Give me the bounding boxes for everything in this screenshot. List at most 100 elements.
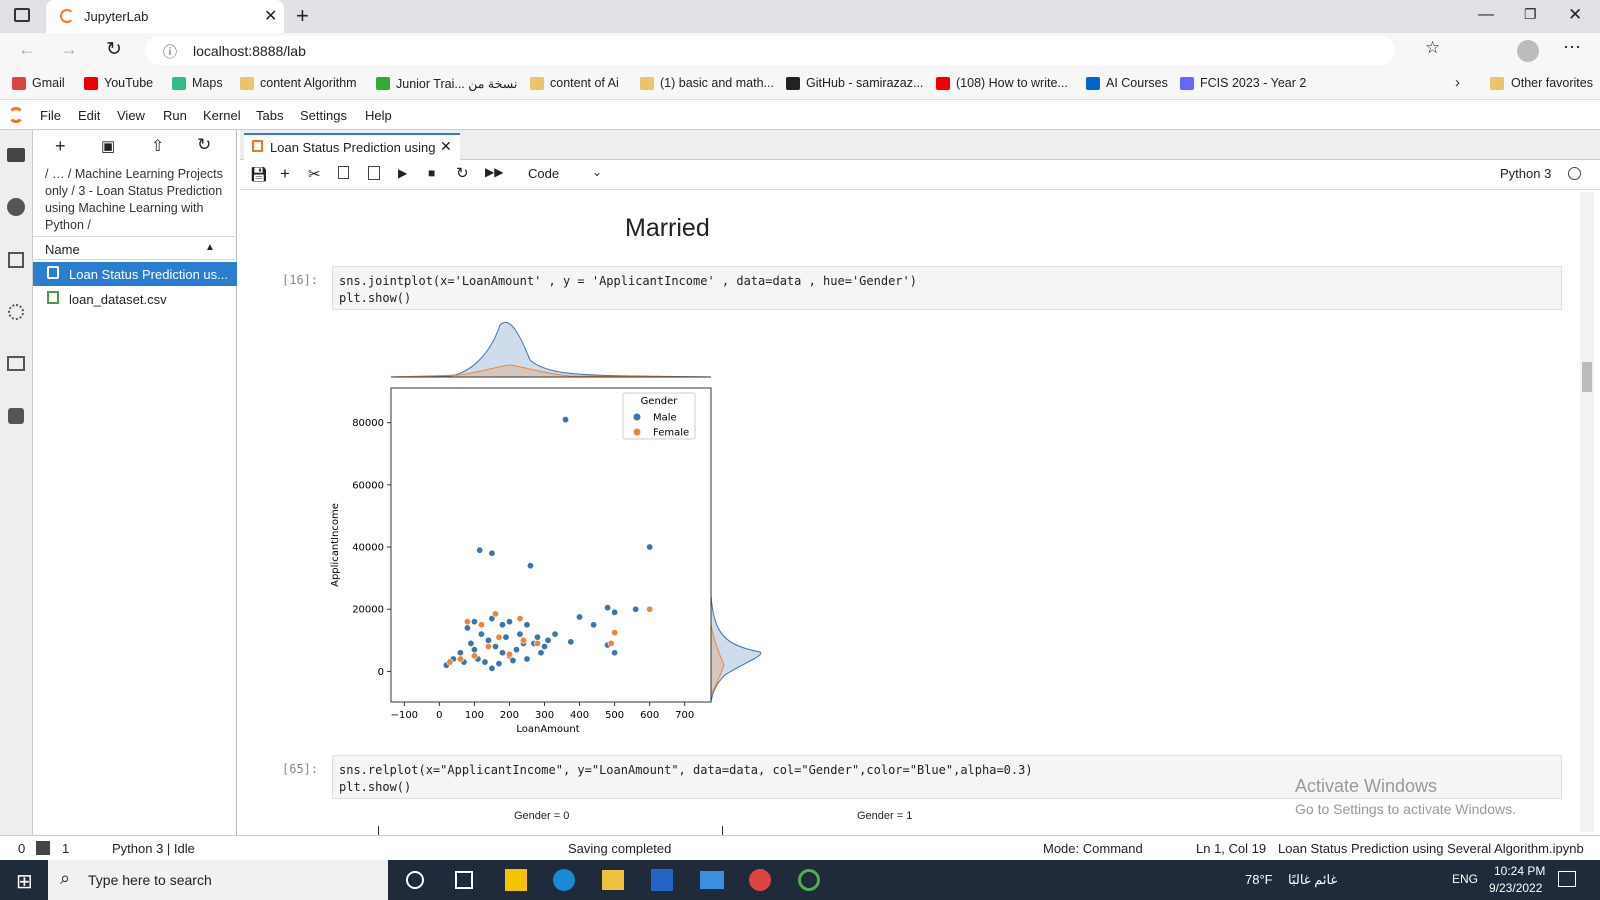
app-icon[interactable] — [602, 870, 624, 890]
bookmark[interactable]: content of Ai — [550, 76, 619, 90]
bookmark[interactable]: (108) How to write... — [956, 76, 1068, 90]
running-icon[interactable] — [7, 198, 25, 216]
restart-run-all[interactable]: ▶▶ — [485, 165, 504, 179]
search-placeholder: Type here to search — [88, 872, 212, 888]
restore[interactable]: ❐ — [1524, 6, 1537, 22]
reload[interactable]: ↻ — [106, 39, 122, 60]
bookmark[interactable]: content Algorithm — [260, 76, 357, 90]
kde-curve — [390, 322, 712, 378]
app-icon[interactable] — [798, 869, 820, 891]
cut[interactable]: ✂ — [308, 166, 321, 183]
menu-item[interactable]: Run — [163, 108, 187, 123]
refresh[interactable]: ↻ — [197, 135, 212, 154]
favorites[interactable]: ☆ — [1425, 38, 1441, 57]
kde-curve — [710, 594, 762, 703]
menu-item[interactable]: View — [117, 108, 145, 123]
files-icon[interactable] — [7, 148, 25, 162]
tab-close[interactable]: ✕ — [264, 8, 278, 25]
bookmark[interactable]: AI Courses — [1106, 76, 1168, 90]
bookmark[interactable]: Junior Trai... نسخة من — [396, 77, 518, 91]
bookmark-icon — [786, 77, 800, 90]
menu-item[interactable]: Tabs — [256, 108, 284, 123]
interrupt[interactable]: ■ — [428, 166, 436, 180]
app-icon[interactable] — [700, 871, 724, 889]
file-row-selected[interactable]: Loan Status Prediction us... — [33, 262, 237, 286]
tabs-icon[interactable] — [7, 356, 25, 371]
start-button[interactable]: ⊞ — [16, 871, 33, 893]
bookmark[interactable]: Gmail — [32, 76, 65, 90]
profile[interactable] — [1517, 40, 1539, 62]
new-folder[interactable]: ▣ — [101, 138, 116, 155]
app-icon[interactable] — [553, 869, 575, 891]
clock-date[interactable]: 9/23/2022 — [1489, 881, 1543, 895]
facet-axis — [378, 826, 379, 835]
paste[interactable] — [368, 166, 380, 180]
upload[interactable]: ⇧ — [151, 138, 165, 155]
notebook-tab-close[interactable]: ✕ — [440, 138, 452, 154]
column-header[interactable]: Name ▲ — [33, 236, 237, 260]
clock-time[interactable]: 10:24 PM — [1494, 864, 1546, 878]
more-menu[interactable]: ⋯ — [1563, 37, 1581, 57]
mode[interactable]: Mode: Command — [1043, 841, 1143, 856]
menu-item[interactable]: File — [40, 108, 61, 123]
cell-prompt: [16]: — [282, 273, 319, 287]
bookmark[interactable]: FCIS 2023 - Year 2 — [1200, 76, 1307, 90]
language[interactable]: ENG — [1452, 872, 1479, 886]
menu-item[interactable]: Help — [365, 108, 392, 123]
notebook-tab-bar: Loan Status Prediction using ✕ — [240, 130, 1600, 160]
app-icon[interactable] — [749, 869, 771, 891]
menu-item[interactable]: Settings — [300, 108, 347, 123]
back[interactable]: ← — [18, 39, 36, 59]
watermark-title: Activate Windows — [1295, 776, 1438, 796]
cortana[interactable] — [406, 871, 424, 889]
file-row[interactable]: loan_dataset.csv — [33, 287, 237, 311]
code-cell[interactable]: sns.jointplot(x='LoanAmount' , y = 'Appl… — [332, 266, 1562, 310]
minimize[interactable]: — — [1478, 6, 1494, 23]
bookmark[interactable]: YouTube — [104, 76, 154, 90]
property-icon[interactable] — [8, 304, 24, 320]
url-box[interactable]: ⓘ localhost:8888/lab — [145, 36, 1395, 65]
notebook-tab[interactable]: Loan Status Prediction using ✕ — [244, 133, 460, 160]
cell-type[interactable]: Code — [528, 166, 560, 181]
insert-cell[interactable]: + — [280, 164, 290, 183]
legend-label: Female — [653, 428, 689, 439]
kernel-name[interactable]: Python 3 — [1500, 166, 1552, 181]
forward[interactable]: → — [60, 39, 78, 59]
cell-type-arrow[interactable]: ⌄ — [592, 165, 603, 179]
task-view[interactable] — [455, 871, 473, 889]
search-box[interactable]: ⌕ Type here to search — [48, 860, 388, 900]
notifications[interactable] — [1558, 871, 1576, 887]
file-path[interactable]: Loan Status Prediction using Several Alg… — [1278, 841, 1584, 856]
csv-icon — [47, 291, 59, 304]
save[interactable]: 💾︎ — [250, 166, 268, 182]
bookmark[interactable]: (1) basic and math... — [660, 76, 774, 90]
restart[interactable]: ↻ — [456, 165, 469, 182]
facet-axis — [722, 826, 723, 835]
scrollbar-thumb[interactable] — [1582, 362, 1592, 392]
bookmarks-overflow[interactable]: › — [1455, 74, 1460, 91]
bookmark[interactable]: GitHub - samirazaz... — [806, 76, 924, 90]
kernel-state[interactable]: Python 3 | Idle — [112, 841, 195, 856]
other-favorites[interactable]: Other favorites — [1511, 76, 1593, 90]
menu-item[interactable]: Kernel — [203, 108, 241, 123]
new-tab[interactable]: + — [296, 3, 309, 28]
info-icon[interactable]: ⓘ — [163, 44, 177, 60]
commands-icon[interactable] — [8, 252, 24, 268]
cursor-position[interactable]: Ln 1, Col 19 — [1196, 841, 1267, 856]
code-cell[interactable]: sns.relplot(x="ApplicantIncome", y="Loan… — [332, 755, 1562, 799]
copy[interactable] — [338, 166, 349, 179]
menu-item[interactable]: Edit — [78, 108, 101, 123]
app-icon[interactable] — [651, 869, 673, 891]
x-tick-label: 500 — [605, 710, 624, 721]
close-window[interactable]: ✕ — [1568, 5, 1583, 24]
new-launcher[interactable]: + — [55, 136, 66, 156]
scrollbar[interactable] — [1580, 192, 1594, 832]
run[interactable]: ▶ — [398, 166, 408, 180]
sidebar-icon[interactable] — [14, 8, 30, 22]
breadcrumb[interactable]: / … / Machine Learning Projects only / 3… — [45, 167, 223, 232]
data-point — [509, 657, 517, 665]
app-icon[interactable] — [505, 869, 527, 891]
bookmark[interactable]: Maps — [192, 76, 223, 90]
extensions-icon[interactable] — [8, 408, 24, 424]
active-tab[interactable]: JupyterLab ✕ — [46, 0, 284, 33]
